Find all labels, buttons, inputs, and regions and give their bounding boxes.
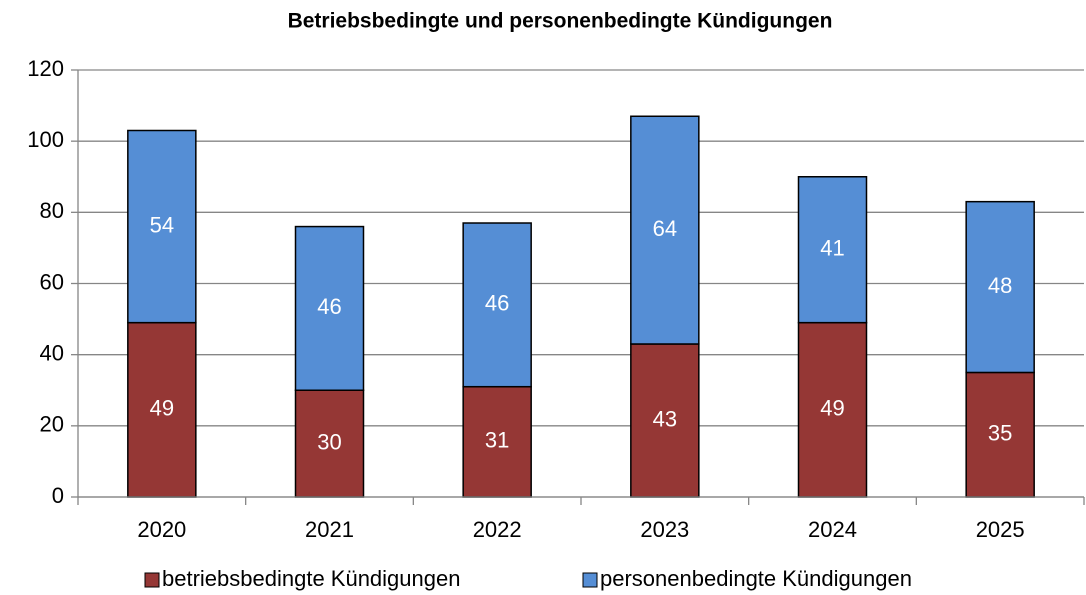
bar-segment [797, 176, 868, 324]
legend-label: personenbedingte Kündigungen [600, 566, 912, 591]
bar-segment [965, 371, 1035, 498]
value-label: 48 [988, 273, 1012, 298]
bar-segment [127, 129, 197, 324]
bar-segment [462, 385, 532, 498]
y-tick-label: 20 [40, 412, 64, 437]
bar-segment [630, 115, 700, 345]
bar-segment [294, 389, 365, 498]
bar-segment [965, 200, 1035, 374]
x-tick-label: 2025 [976, 517, 1025, 542]
y-tick-label: 80 [40, 198, 64, 223]
value-label: 64 [653, 216, 677, 241]
legend-label: betriebsbedingte Kündigungen [162, 566, 460, 591]
value-label: 43 [653, 406, 677, 431]
value-label: 49 [150, 396, 174, 421]
value-label: 31 [485, 428, 509, 453]
value-label: 54 [150, 212, 174, 237]
value-label: 46 [317, 294, 341, 319]
value-label: 46 [485, 291, 509, 316]
y-tick-label: 100 [27, 127, 64, 152]
bar-segment [294, 225, 365, 391]
legend-swatch [582, 572, 598, 588]
x-tick-label: 2021 [305, 517, 354, 542]
x-tick-label: 2023 [640, 517, 689, 542]
y-tick-label: 0 [52, 483, 64, 508]
y-tick-label: 60 [40, 269, 64, 294]
legend-swatch [144, 572, 160, 588]
value-label: 41 [820, 236, 844, 261]
bar-segment [630, 343, 700, 498]
y-tick-label: 120 [27, 56, 64, 81]
bar-segment [797, 321, 868, 498]
x-tick-label: 2020 [137, 517, 186, 542]
value-label: 49 [820, 396, 844, 421]
value-label: 35 [988, 421, 1012, 446]
bar-segment [462, 222, 532, 388]
chart-title: Betriebsbedingte und personenbedingte Kü… [288, 10, 833, 33]
value-label: 30 [317, 429, 341, 454]
y-tick-label: 40 [40, 340, 64, 365]
x-tick-label: 2024 [808, 517, 857, 542]
x-tick-label: 2022 [473, 517, 522, 542]
